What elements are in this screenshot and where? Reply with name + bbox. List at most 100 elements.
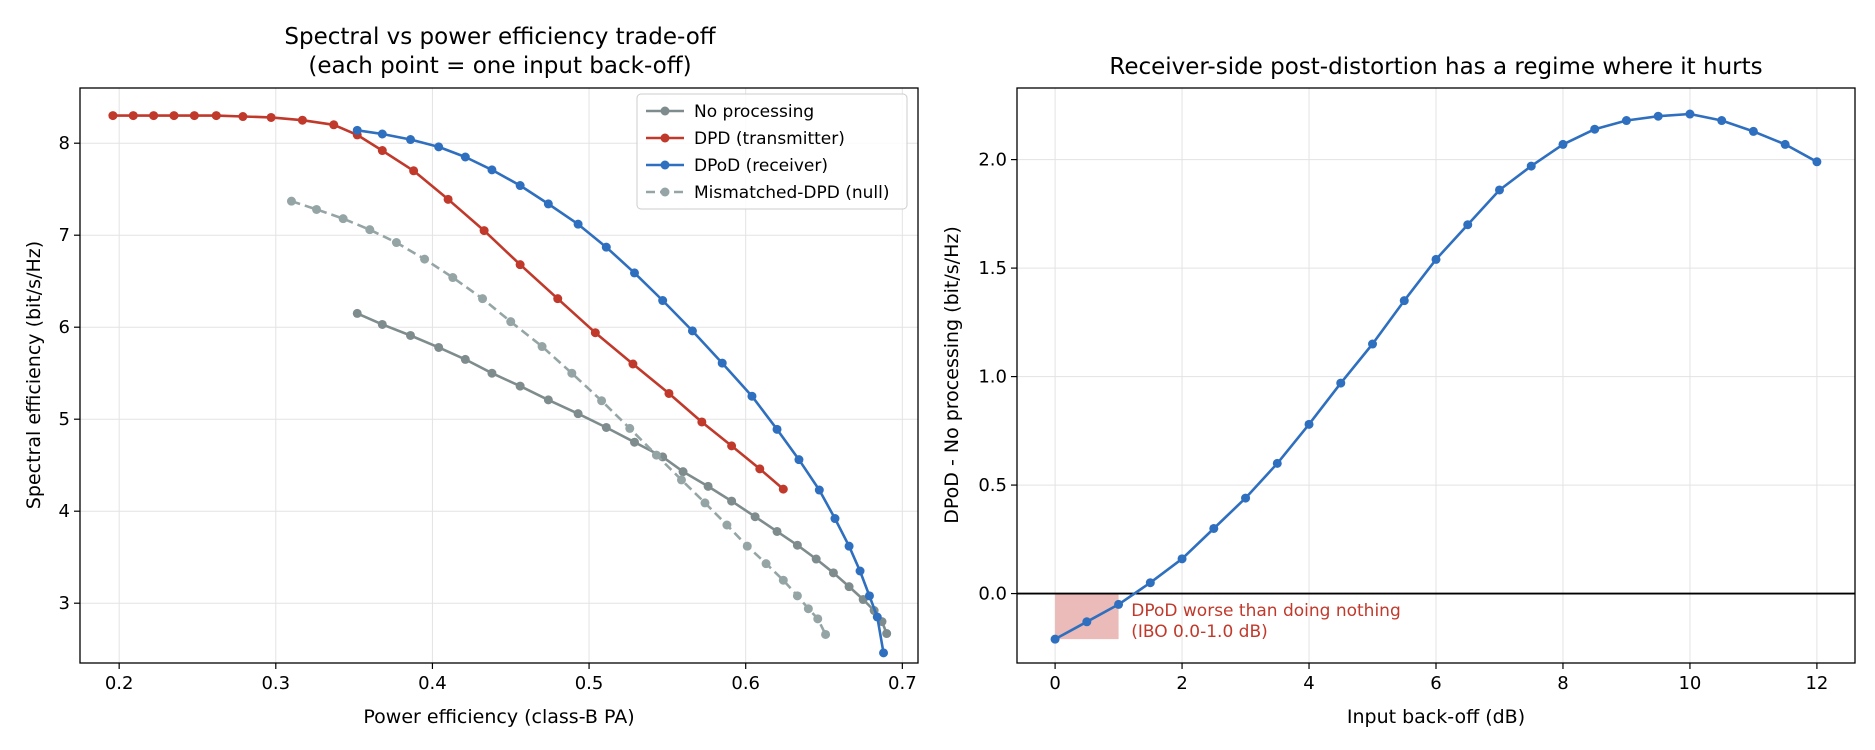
dpd-transmitter-point [409, 166, 419, 176]
dpod-receiver-point [434, 142, 444, 152]
dpod-receiver-point [772, 424, 782, 434]
dpd-transmitter-point [266, 112, 276, 122]
dpod-receiver-point [855, 566, 865, 576]
post-distortion-chart: Receiver-side post-distortion has a regi… [941, 54, 1856, 728]
mismatched-dpd-null-point [448, 273, 458, 283]
dpd-transmitter-point [727, 441, 737, 451]
dpod-receiver-point [794, 455, 804, 465]
mismatched-dpd-null-point [391, 238, 401, 248]
mismatched-dpd-null-point [813, 614, 823, 624]
no-processing-point [601, 422, 611, 432]
dpod-receiver-point [543, 199, 553, 209]
series-0-point [1114, 599, 1124, 609]
series-0-point [1494, 185, 1504, 195]
x-tick-label: 8 [1557, 673, 1568, 694]
series-0-point [1653, 111, 1663, 121]
dpod-receiver-point [377, 129, 387, 139]
no-processing-point [460, 354, 470, 364]
mismatched-dpd-null-point [778, 575, 788, 585]
dpod-receiver-point [872, 612, 882, 622]
y-axis-label: Spectral efficiency (bit/s/Hz) [23, 241, 45, 509]
y-tick-label: 1.5 [978, 258, 1007, 279]
dpd-transmitter-point [590, 328, 600, 338]
y-tick-label: 3 [59, 593, 70, 614]
mismatched-dpd-null-point [286, 196, 296, 206]
series-group [1050, 109, 1822, 644]
series-0-point [1717, 116, 1727, 126]
dpd-transmitter-point [189, 111, 199, 121]
x-tick-label: 2 [1176, 673, 1187, 694]
mismatched-dpd-null-point [312, 204, 322, 214]
dpd-transmitter-point [553, 294, 563, 304]
tick-group: 0.2 0.3 0.4 0.5 0.6 0.7 3 4 5 6 7 8 [59, 133, 917, 694]
no-processing-point [629, 437, 639, 447]
series-0-point [1145, 578, 1155, 588]
series-group [108, 111, 892, 658]
mismatched-dpd-null-point [803, 604, 813, 614]
no-processing-point [882, 629, 892, 639]
no-processing-point [406, 330, 416, 340]
annotation-line-1: DPoD worse than doing nothing [1131, 601, 1400, 621]
legend-marker-dpd [660, 133, 670, 143]
harm-region [1055, 593, 1119, 640]
mismatched-dpd-null-point [537, 342, 547, 352]
series-0-point [1304, 419, 1314, 429]
legend-marker-no-processing [660, 106, 670, 116]
dpod-receiver-point [629, 268, 639, 278]
series-0-point [1748, 126, 1758, 136]
dpod-receiver-point [573, 219, 583, 229]
no-processing-point [772, 526, 782, 536]
series-0-point [1082, 617, 1092, 627]
y-tick-label: 6 [59, 317, 70, 338]
x-axis-label: Power efficiency (class-B PA) [363, 706, 634, 728]
dpd-transmitter-point [108, 111, 118, 121]
tick-group: 0 2 4 6 8 10 12 0.0 0.5 1.0 1.5 2.0 [978, 150, 1828, 694]
dpd-transmitter-point [149, 111, 159, 121]
legend-box [636, 93, 908, 210]
dpod-receiver-point [352, 125, 362, 135]
y-tick-label: 7 [59, 225, 70, 246]
series-0-point [1621, 116, 1631, 126]
series-0-point [1272, 458, 1282, 468]
mismatched-dpd-null-point [506, 317, 516, 327]
dpod-receiver-point [830, 514, 840, 524]
x-tick-label: 0 [1049, 673, 1060, 694]
dpod-receiver-point [864, 591, 874, 601]
x-tick-label: 0.4 [418, 673, 447, 694]
dpd-transmitter-point [755, 464, 765, 474]
y-tick-label: 1.0 [978, 367, 1007, 388]
dpd-transmitter-point [515, 260, 525, 270]
no-processing-point [727, 496, 737, 506]
tradeoff-chart: Spectral vs power efficiency trade-off (… [23, 24, 919, 728]
series-0-point [1431, 254, 1441, 264]
dpd-transmitter-point [628, 359, 638, 369]
no-processing-point [377, 319, 387, 329]
no-processing-point [573, 409, 583, 419]
mismatched-dpd-null-point [700, 498, 710, 508]
dpd-transmitter-point [128, 111, 138, 121]
mismatched-dpd-null-point [761, 559, 771, 569]
chart-title: Spectral vs power efficiency trade-off [284, 24, 716, 50]
series-0-point [1780, 139, 1790, 149]
x-tick-label: 0.7 [888, 673, 917, 694]
legend-marker-mismatched-dpd [660, 187, 670, 197]
legend-label-mismatched-dpd: Mismatched-DPD (null) [694, 183, 890, 203]
mismatched-dpd-null-point [365, 225, 375, 235]
y-tick-label: 8 [59, 133, 70, 154]
series-0-point [1590, 124, 1600, 134]
no-processing-point [703, 481, 713, 491]
dpod-receiver-point [814, 485, 824, 495]
dpod-receiver-point [844, 541, 854, 551]
no-processing-point [792, 540, 802, 550]
dpd-transmitter-point [238, 112, 248, 122]
dpod-receiver-point [879, 648, 889, 658]
x-tick-label: 0.5 [575, 673, 604, 694]
series-0-point [1812, 157, 1822, 167]
mismatched-dpd-null-point [651, 450, 661, 460]
y-tick-label: 5 [59, 409, 70, 430]
series-0-point [1241, 493, 1251, 503]
series-0-point [1368, 339, 1378, 349]
mismatched-dpd-null-point [821, 629, 831, 639]
mismatched-dpd-null-point [625, 423, 635, 433]
